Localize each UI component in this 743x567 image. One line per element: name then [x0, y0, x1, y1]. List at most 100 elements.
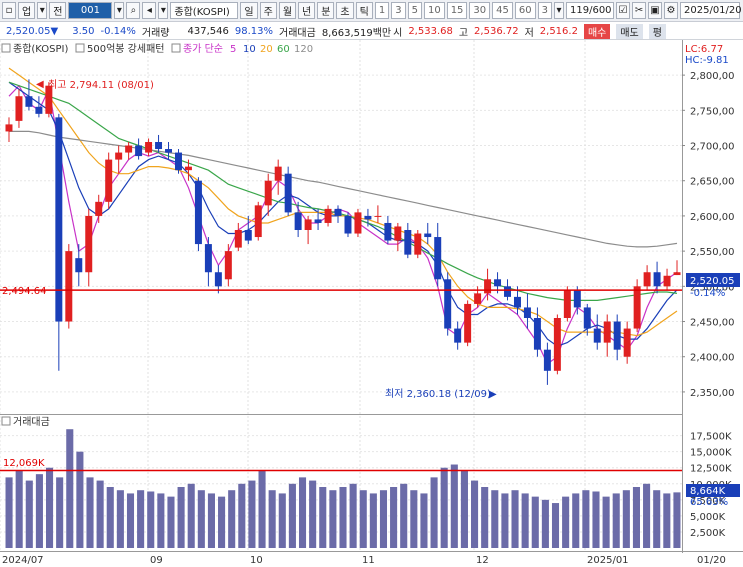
candle-body — [354, 212, 362, 234]
volume-checkbox[interactable] — [1, 416, 11, 426]
axis-border — [682, 40, 683, 553]
volume-bar — [643, 483, 651, 548]
volume-bar — [147, 491, 155, 548]
window-menu-icon[interactable]: ▫ — [2, 2, 16, 19]
volume-bar — [622, 490, 630, 548]
code-input[interactable]: 001 — [68, 2, 113, 19]
candle-body — [155, 142, 163, 150]
high-annotation: ◀ 최고 2,794.11 (08/01) — [36, 79, 154, 91]
price-badge — [686, 273, 740, 287]
volume-bar — [450, 464, 458, 548]
period-week[interactable]: 주 — [259, 2, 277, 19]
sell-button[interactable]: 매도 — [616, 23, 643, 39]
open-value: 2,533.68 — [408, 25, 453, 37]
legend-checkbox[interactable] — [171, 43, 181, 53]
speaker-icon[interactable]: ◂ — [142, 2, 157, 19]
dropdown-icon[interactable]: ▾ — [114, 2, 125, 19]
interval-30[interactable]: 30 — [469, 2, 491, 19]
y-tick-label: 7,500K — [690, 496, 726, 507]
date-field[interactable]: 2025/01/20 — [680, 2, 742, 19]
candle-body — [474, 293, 482, 304]
high-value: 2,536.72 — [474, 25, 519, 37]
legend: 종합(KOSPI) 500억봉 강세패턴 종가 단순 5 10 20 60 12… — [1, 43, 313, 55]
candle-body — [603, 321, 611, 343]
interval-3[interactable]: 3 — [391, 2, 406, 19]
candle-body — [404, 230, 412, 255]
volume-bar — [531, 496, 539, 548]
y-tick-label: 5,000K — [690, 512, 726, 523]
volume-bar — [673, 492, 681, 548]
checkbox-icon[interactable]: ☑ — [616, 2, 630, 19]
interval-60[interactable]: 60 — [514, 2, 536, 19]
interval-5[interactable]: 5 — [407, 2, 422, 19]
candle-body — [184, 166, 192, 171]
scissors-icon[interactable]: ✂ — [632, 2, 646, 19]
up-button[interactable]: 업 — [18, 2, 36, 19]
period-tick[interactable]: 틱 — [355, 2, 373, 19]
ma-line-20 — [8, 67, 678, 337]
candle-body — [5, 124, 13, 132]
y-tick-label: 17,500K — [690, 432, 732, 443]
buy-button[interactable]: 매수 — [583, 23, 611, 39]
volume-bar — [572, 493, 580, 548]
dropdown-icon[interactable]: ▾ — [554, 2, 564, 19]
save-icon[interactable]: ▣ — [648, 2, 662, 19]
period-second[interactable]: 초 — [336, 2, 354, 19]
x-axis-line — [0, 551, 743, 552]
interval-10[interactable]: 10 — [423, 2, 445, 19]
volume-bar — [511, 490, 519, 548]
candle-body — [434, 237, 442, 280]
candle-body — [504, 286, 512, 297]
count-field[interactable]: 119/600 — [566, 2, 614, 19]
period-minute[interactable]: 분 — [317, 2, 335, 19]
volume-bar — [66, 429, 74, 548]
legend-checkbox[interactable] — [1, 43, 11, 53]
change-value: 3.50 — [72, 25, 95, 37]
eval-button[interactable]: 평 — [648, 23, 666, 39]
candle-body — [334, 208, 342, 216]
candle-body — [85, 215, 93, 273]
candle-body — [414, 233, 422, 255]
candle-body — [653, 272, 661, 287]
interval-custom[interactable]: 3 — [537, 2, 552, 19]
y-tick-label: 2,400,00 — [690, 353, 735, 364]
volume-title: 거래대금 — [13, 416, 50, 428]
volume-bar — [218, 496, 226, 548]
period-year[interactable]: 년 — [298, 2, 316, 19]
candle-body — [523, 307, 531, 318]
jeon-button[interactable]: 전 — [49, 2, 67, 19]
low-label: 저 — [524, 27, 534, 39]
volume-bar — [45, 467, 54, 548]
volume-badge-pct: 65.63% — [690, 497, 728, 508]
interval-15[interactable]: 15 — [446, 2, 468, 19]
period-month[interactable]: 월 — [278, 2, 297, 19]
legend-checkbox[interactable] — [75, 43, 85, 53]
candle-body — [513, 296, 521, 308]
volume-bar — [207, 493, 215, 548]
interval-45[interactable]: 45 — [492, 2, 513, 19]
low-annotation-text: 최저 2,360.18 (12/09) — [385, 388, 491, 400]
y-tick-label: 2,350,00 — [690, 388, 735, 399]
volume-bar — [541, 499, 549, 548]
interval-1[interactable]: 1 — [374, 2, 390, 19]
volume-bar — [86, 477, 94, 548]
volume-bar — [430, 477, 438, 548]
period-day[interactable]: 일 — [240, 2, 258, 19]
dropdown-icon[interactable]: ▾ — [37, 2, 48, 19]
search-icon[interactable]: ⌕ — [126, 2, 141, 19]
candle-body — [324, 208, 332, 223]
x-tick-label: 12 — [476, 555, 489, 566]
index-name-field: 종합(KOSPI) — [170, 2, 239, 19]
legend-ma120: 120 — [294, 44, 313, 55]
legend-ma-label: 종가 단순 — [183, 43, 223, 55]
candle-body — [424, 233, 432, 238]
volume-bar — [551, 503, 560, 548]
gear-icon[interactable]: ⚙ — [664, 2, 678, 19]
price-chart[interactable]: 2,800,00 2,750,00 2,700,00 2,650,00 2,600,00… — [0, 40, 743, 567]
volume-bar — [228, 490, 236, 548]
volume-bar — [592, 491, 600, 548]
dropdown-icon[interactable]: ▾ — [158, 2, 169, 19]
y-tick-label: 12,500K — [690, 464, 732, 475]
x-tick-label: 01/20 — [697, 555, 726, 566]
y-tick-label: 2,600,00 — [690, 212, 735, 223]
